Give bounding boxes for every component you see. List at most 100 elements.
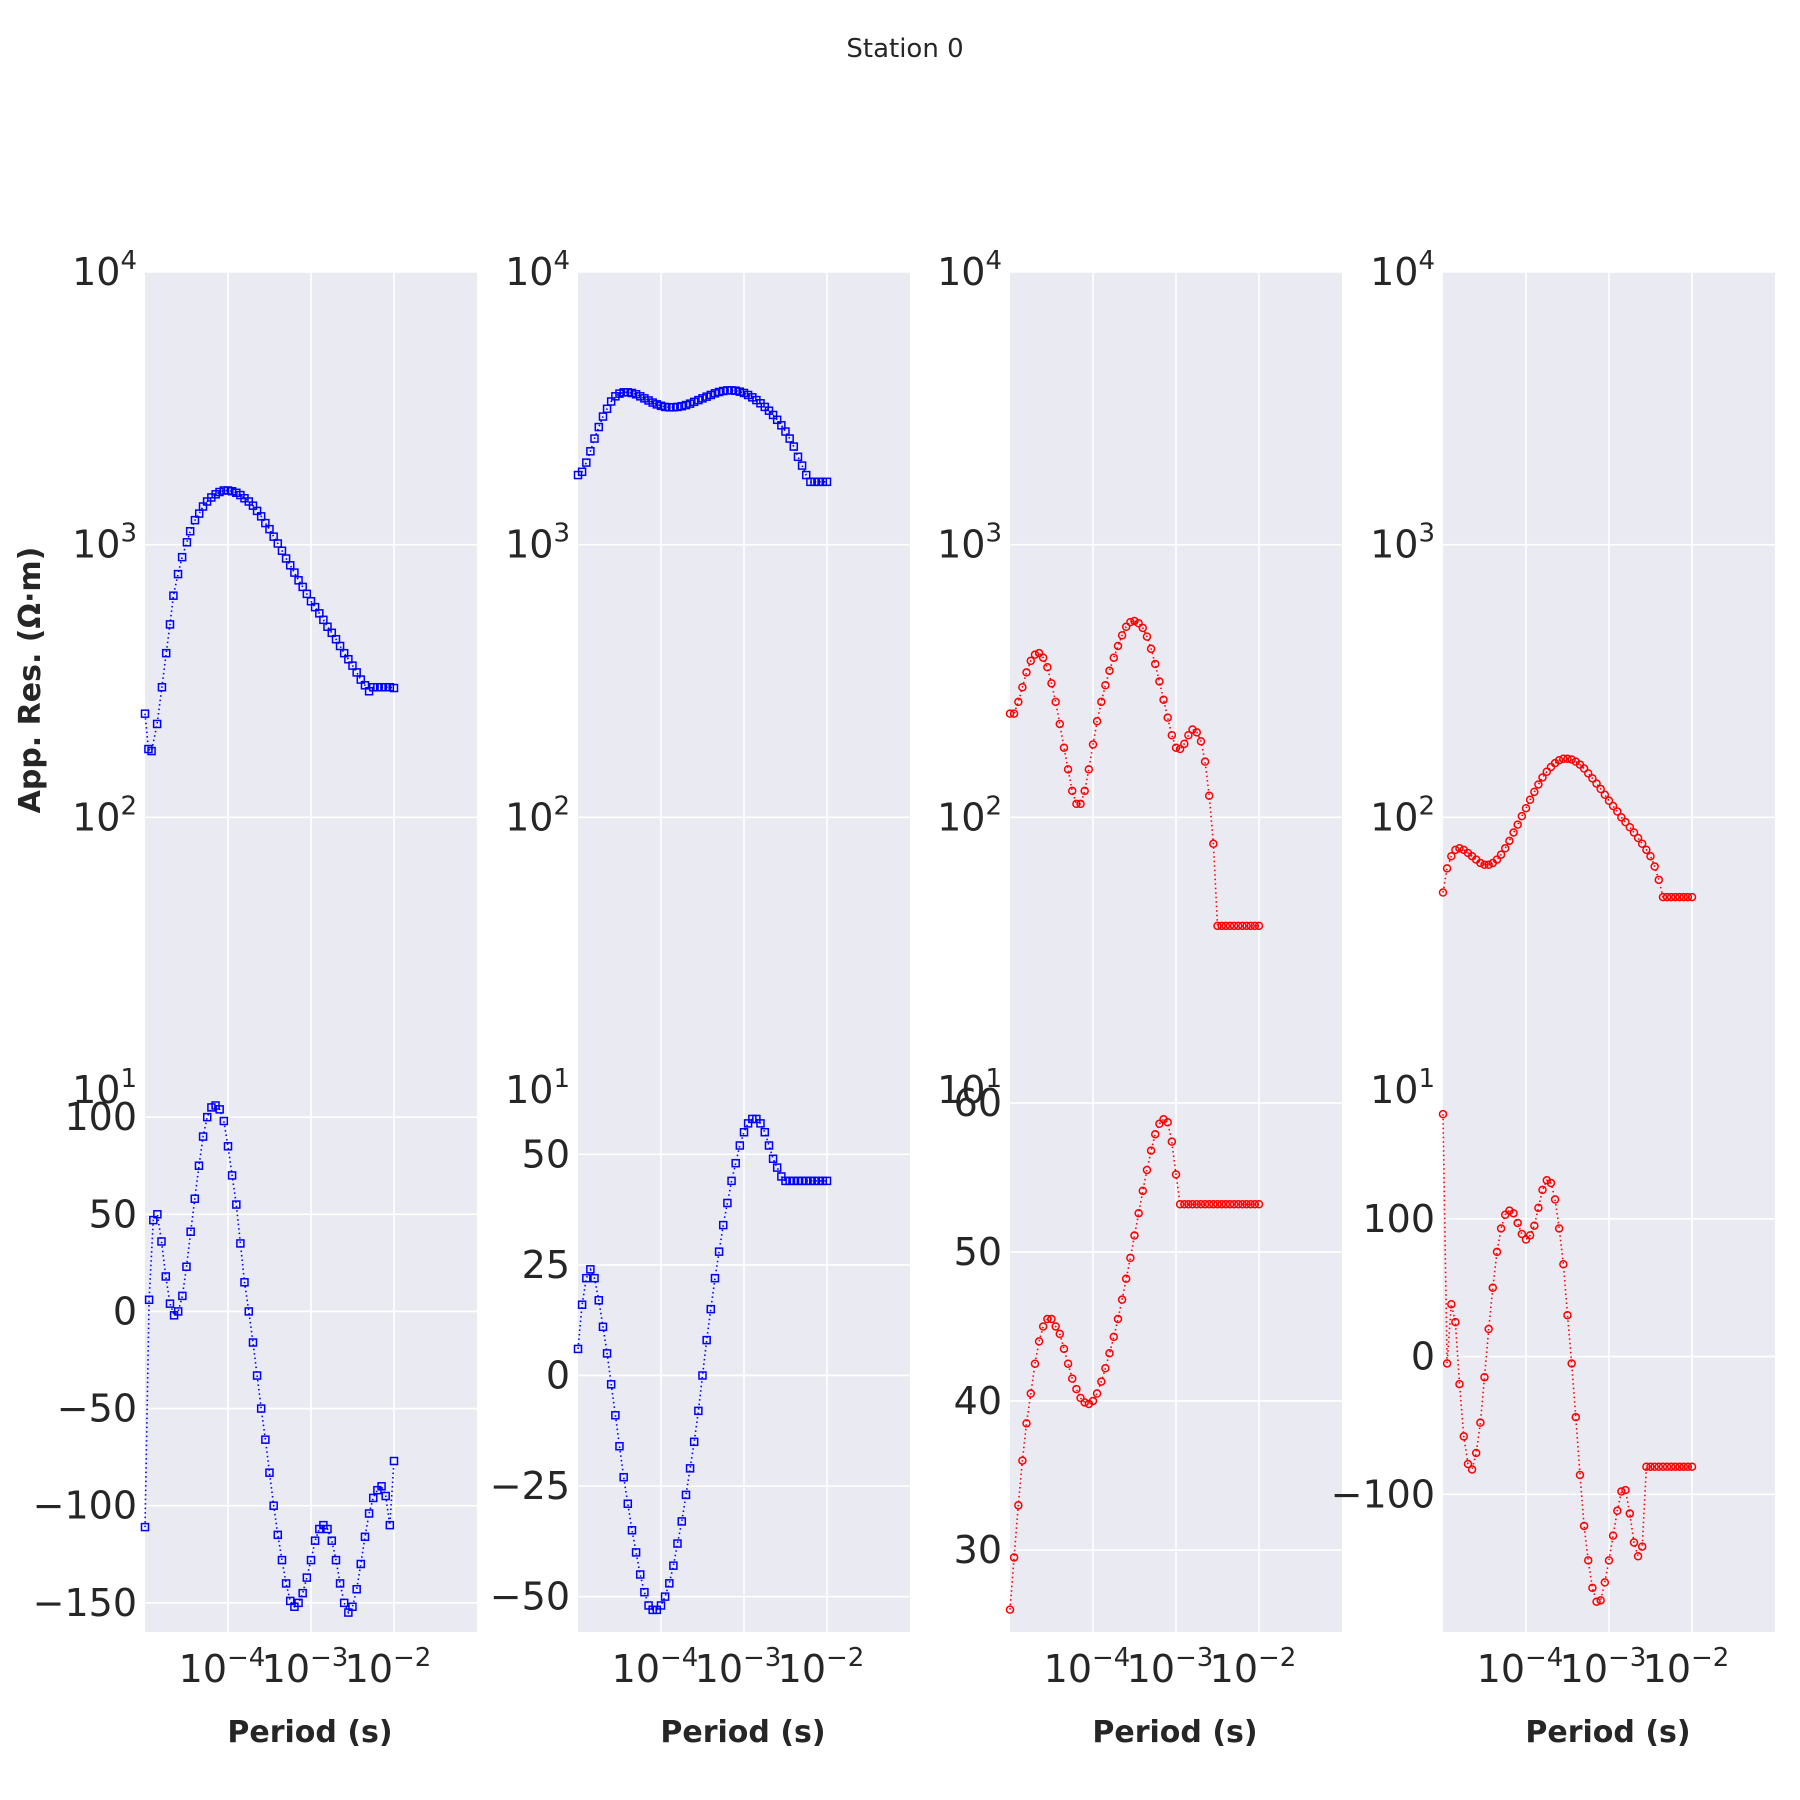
data-point <box>822 477 832 487</box>
data-point <box>1163 1118 1172 1127</box>
data-point <box>1009 1553 1019 1562</box>
data-point <box>352 1585 361 1594</box>
x-tick-label: 10−4 <box>1477 1643 1564 1691</box>
data-point <box>298 1588 307 1598</box>
data-point <box>1184 731 1193 740</box>
data-point <box>1517 811 1527 821</box>
data-point <box>1637 839 1647 849</box>
data-point <box>1225 921 1235 931</box>
data-point <box>364 1509 374 1518</box>
data-point <box>1030 1359 1040 1368</box>
data-point <box>598 412 608 421</box>
data-point <box>1034 1337 1044 1346</box>
data-point <box>1455 1379 1464 1389</box>
data-point <box>294 1598 303 1608</box>
data-point <box>1604 1556 1614 1565</box>
data-point <box>232 1200 241 1209</box>
data-point <box>731 1158 740 1168</box>
data-point <box>1026 656 1036 666</box>
data-point <box>1438 888 1448 897</box>
data-point <box>1105 1349 1114 1358</box>
data-point <box>173 569 183 579</box>
xlabel-col-3: Period (s) <box>1092 1715 1257 1750</box>
data-point <box>1242 1200 1251 1209</box>
data-point <box>1092 717 1102 726</box>
data-point <box>244 1307 254 1316</box>
data-point <box>1018 682 1027 692</box>
data-point <box>1447 1299 1456 1309</box>
data-point <box>669 1561 678 1570</box>
data-point <box>768 1154 778 1164</box>
data-point <box>1200 1200 1210 1209</box>
y-tick-label: 103 <box>505 519 570 567</box>
data-point <box>1155 1119 1164 1129</box>
data-point <box>1617 813 1626 822</box>
data-point <box>577 1300 587 1309</box>
data-point <box>182 1262 191 1271</box>
data-point <box>1617 1487 1626 1496</box>
data-point <box>261 1435 270 1444</box>
data-point <box>1534 780 1543 789</box>
data-point <box>1254 921 1264 931</box>
data-point <box>1675 1462 1684 1471</box>
y-tick-label: 104 <box>937 246 1002 294</box>
y-tick-label: 50 <box>89 1192 137 1236</box>
data-point <box>598 1322 608 1332</box>
data-point <box>1229 921 1239 931</box>
data-point <box>1459 1432 1469 1441</box>
xlabel-col-1: Period (s) <box>227 1715 392 1750</box>
data-point <box>1517 1229 1527 1239</box>
data-point <box>1209 839 1218 849</box>
data-point <box>1130 616 1139 626</box>
data-point <box>252 1371 262 1380</box>
figure-title: Station 0 <box>846 34 963 64</box>
data-point <box>1654 1462 1664 1471</box>
data-point <box>1213 921 1222 931</box>
y-tick-label: 60 <box>954 1081 1002 1125</box>
y-tick-label: 0 <box>546 1353 570 1397</box>
data-point <box>1242 921 1251 931</box>
data-point <box>1538 1185 1547 1195</box>
data-point <box>1509 828 1518 837</box>
data-point <box>1101 681 1110 690</box>
data-point <box>161 1272 171 1281</box>
data-point <box>227 1171 237 1180</box>
data-point <box>269 1501 278 1510</box>
x-tick-label: 10−4 <box>179 1643 266 1691</box>
data-point <box>1646 1462 1655 1471</box>
data-point <box>602 1349 612 1358</box>
data-point <box>1184 1200 1193 1209</box>
data-point <box>1026 1389 1036 1398</box>
data-point <box>177 552 187 562</box>
data-point <box>1492 1247 1502 1257</box>
y-tick-label: −50 <box>57 1387 137 1431</box>
data-point <box>310 1536 320 1545</box>
data-point <box>1500 844 1510 853</box>
y-tick-label: 101 <box>1370 1064 1435 1112</box>
data-point <box>694 1406 703 1416</box>
data-point <box>1175 1200 1185 1209</box>
data-point <box>1505 836 1514 846</box>
data-point <box>339 1598 349 1608</box>
data-point <box>1022 1419 1031 1428</box>
data-point <box>1588 774 1597 783</box>
data-point <box>760 1127 770 1137</box>
data-point <box>389 1456 399 1466</box>
x-tick-label: 10−2 <box>778 1643 865 1691</box>
data-point <box>1525 1231 1535 1240</box>
y-tick-label: 0 <box>113 1289 137 1333</box>
data-point <box>198 1132 208 1141</box>
data-point <box>1200 757 1210 766</box>
y-tick-label: 100 <box>1362 1197 1435 1241</box>
data-point <box>1150 659 1160 669</box>
data-point <box>1679 892 1688 902</box>
data-point <box>1596 1596 1605 1605</box>
data-point <box>1138 623 1148 633</box>
data-point <box>1092 1389 1102 1398</box>
data-point <box>385 1520 395 1530</box>
x-tick-label: 10−2 <box>1643 1643 1730 1691</box>
data-point <box>348 1602 357 1611</box>
x-tick-label: 10−3 <box>695 1643 782 1691</box>
data-point <box>1204 1200 1214 1209</box>
data-point <box>797 461 807 470</box>
